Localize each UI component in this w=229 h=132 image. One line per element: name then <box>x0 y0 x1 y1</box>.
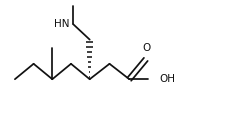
Text: HN: HN <box>54 19 69 29</box>
Text: O: O <box>142 43 150 53</box>
Text: OH: OH <box>159 74 175 84</box>
